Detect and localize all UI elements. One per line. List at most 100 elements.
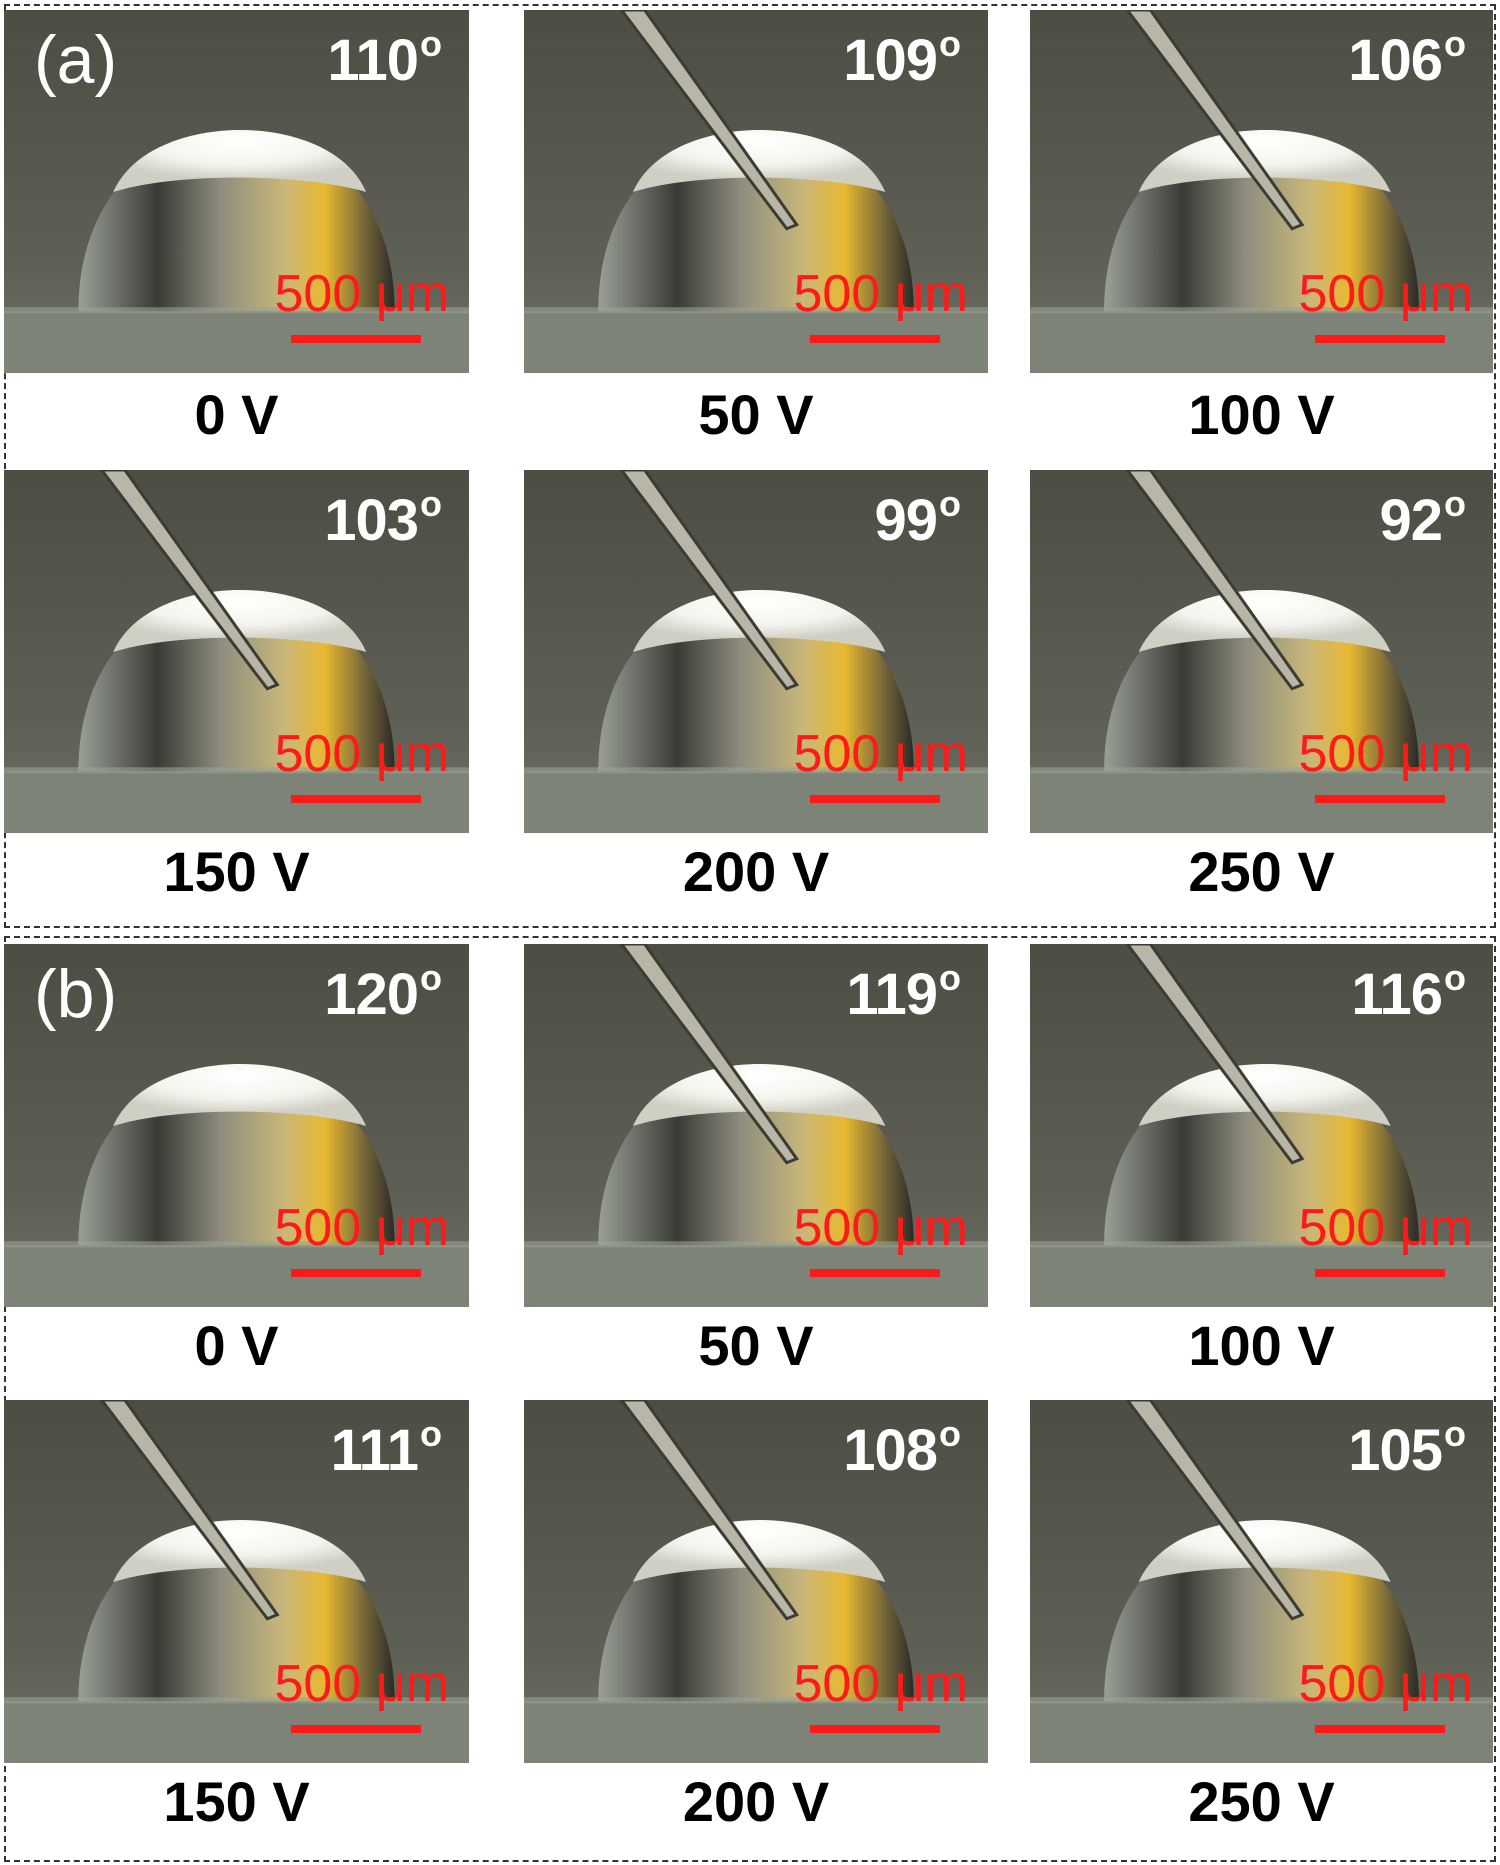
scale-bar [810, 1725, 940, 1733]
contact-angle-value: 116 [1351, 962, 1443, 1027]
contact-angle-value: 105 [1348, 1418, 1443, 1483]
droplet-photo: 106o 500 μm [1030, 10, 1493, 373]
contact-angle-label: 116o [1351, 957, 1466, 1027]
panel-label: (b) [34, 956, 118, 1032]
scale-bar [1315, 1725, 1445, 1733]
droplet-photo-drawing [524, 944, 988, 1307]
droplet-photo: 103o 500 μm [4, 470, 469, 833]
droplet-cell: 92o 500 μm 250 V [1030, 470, 1493, 912]
needle-electrode [1125, 470, 1305, 691]
scale-bar [1315, 1269, 1445, 1277]
scale-bar [1315, 335, 1445, 343]
voltage-label: 250 V [1188, 840, 1335, 903]
droplet-photo-drawing [1030, 10, 1493, 373]
droplet-photo: (a) 110o 500 μm [4, 10, 469, 373]
droplet-photo-drawing [4, 1400, 469, 1763]
voltage-label: 0 V [194, 383, 279, 446]
droplet-photo: 109o 500 μm [524, 10, 988, 373]
degree-symbol: o [939, 1413, 961, 1454]
droplet-photo-drawing [1030, 944, 1493, 1307]
degree-symbol: o [939, 483, 961, 524]
droplet-photo-drawing [524, 470, 988, 833]
scale-bar [291, 1725, 421, 1733]
contact-angle-value: 120 [324, 962, 419, 1027]
droplet-cell: 111o 500 μm 150 V [4, 1400, 469, 1842]
droplet-photo-drawing [4, 10, 469, 373]
droplet-cell: 103o 500 μm 150 V [4, 470, 469, 912]
voltage-label: 200 V [682, 1770, 830, 1833]
scale-bar-label: 500 μm [1298, 1655, 1473, 1713]
scale-bar-label: 500 μm [793, 265, 968, 323]
droplet-photo-drawing [1030, 470, 1493, 833]
needle-electrode [619, 944, 800, 1165]
voltage-label: 100 V [1188, 1314, 1335, 1377]
droplet-photo-drawing [1030, 1400, 1493, 1763]
scale-bar-label: 500 μm [793, 725, 968, 783]
droplet-cell: 99o 500 μm 200 V [524, 470, 988, 912]
droplet-photo: 92o 500 μm [1030, 470, 1493, 833]
contact-angle-label: 111o [330, 1413, 442, 1483]
degree-symbol: o [1444, 483, 1466, 524]
contact-angle-label: 99o [874, 483, 961, 550]
needle-electrode [1125, 1400, 1305, 1621]
needle-electrode [1125, 10, 1305, 231]
droplet-photo: 111o 500 μm [4, 1400, 469, 1763]
droplet-cell: (a) 110o 500 μm 0 V [4, 10, 469, 455]
droplet-cell: 116o 500 μm 100 V [1030, 944, 1493, 1386]
scale-bar [810, 795, 940, 803]
contact-angle-label: 109o [843, 23, 961, 93]
droplet-photo: 105o 500 μm [1030, 1400, 1493, 1763]
droplet-photo: 108o 500 μm [524, 1400, 988, 1763]
degree-symbol: o [939, 957, 961, 998]
contact-angle-value: 110 [327, 28, 419, 93]
voltage-label: 150 V [163, 1770, 310, 1833]
contact-angle-label: 105o [1348, 1413, 1466, 1483]
needle-electrode [99, 470, 280, 691]
contact-angle-value: 111 [330, 1418, 419, 1483]
droplet-photo: 99o 500 μm [524, 470, 988, 833]
voltage-label: 50 V [698, 1314, 814, 1377]
scale-bar-label: 500 μm [274, 1199, 449, 1257]
scale-bar [291, 335, 421, 343]
contact-angle-label: 103o [324, 486, 442, 553]
degree-symbol: o [420, 23, 442, 64]
contact-angle-value: 109 [843, 28, 938, 93]
contact-angle-value: 103 [324, 488, 419, 553]
scale-bar-label: 500 μm [793, 1655, 968, 1713]
droplet-cell: 105o 500 μm 250 V [1030, 1400, 1493, 1842]
droplet-photo: 116o 500 μm [1030, 944, 1493, 1307]
degree-symbol: o [1444, 1413, 1466, 1454]
degree-symbol: o [420, 1413, 442, 1454]
voltage-label: 50 V [698, 383, 814, 446]
scale-bar-label: 500 μm [1298, 725, 1473, 783]
needle-electrode [619, 470, 800, 691]
panel-a-border [4, 4, 1496, 928]
contact-angle-label: 110o [327, 23, 442, 93]
droplet-photo: 119o 500 μm [524, 944, 988, 1307]
panel-label: (a) [34, 22, 118, 98]
scale-bar-label: 500 μm [1298, 265, 1473, 323]
droplet-cell: 106o 500 μm 100 V [1030, 10, 1493, 455]
droplet-photo: (b) 120o 500 μm [4, 944, 469, 1307]
voltage-label: 250 V [1188, 1770, 1335, 1833]
scale-bar-label: 500 μm [274, 1655, 449, 1713]
needle-electrode [1125, 944, 1305, 1165]
degree-symbol: o [1444, 957, 1466, 998]
contact-angle-value: 108 [843, 1418, 938, 1483]
droplet-cell: (b) 120o 500 μm 0 V [4, 944, 469, 1386]
scale-bar-label: 500 μm [1298, 1199, 1473, 1257]
droplet-cell: 108o 500 μm 200 V [524, 1400, 988, 1842]
droplet-photo-drawing [524, 10, 988, 373]
contact-angle-label: 120o [324, 957, 442, 1027]
voltage-label: 0 V [194, 1314, 279, 1377]
scale-bar-label: 500 μm [274, 265, 449, 323]
degree-symbol: o [939, 23, 961, 64]
degree-symbol: o [420, 957, 442, 998]
contact-angle-label: 119o [846, 957, 961, 1027]
contact-angle-value: 106 [1348, 28, 1443, 93]
scale-bar [1315, 795, 1445, 803]
contact-angle-value: 119 [846, 962, 938, 1027]
scale-bar-label: 500 μm [793, 1199, 968, 1257]
droplet-cell: 119o 500 μm 50 V [524, 944, 988, 1386]
needle-electrode [619, 10, 800, 231]
